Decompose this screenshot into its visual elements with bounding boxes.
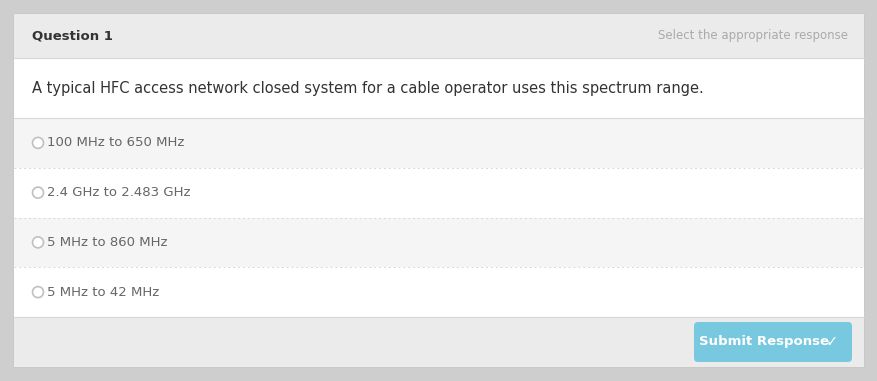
Text: A typical HFC access network closed system for a cable operator uses this spectr: A typical HFC access network closed syst… [32, 80, 703, 96]
FancyBboxPatch shape [14, 14, 863, 367]
Circle shape [32, 187, 44, 198]
FancyBboxPatch shape [14, 14, 863, 58]
FancyBboxPatch shape [14, 267, 863, 317]
Text: 5 MHz to 860 MHz: 5 MHz to 860 MHz [47, 236, 168, 249]
FancyBboxPatch shape [14, 118, 863, 168]
Text: 100 MHz to 650 MHz: 100 MHz to 650 MHz [47, 136, 185, 149]
Text: 5 MHz to 42 MHz: 5 MHz to 42 MHz [47, 286, 160, 299]
FancyBboxPatch shape [14, 58, 863, 118]
Circle shape [32, 237, 44, 248]
FancyBboxPatch shape [14, 218, 863, 267]
FancyBboxPatch shape [693, 322, 851, 362]
Text: Submit Response: Submit Response [698, 336, 828, 349]
FancyBboxPatch shape [14, 317, 863, 367]
Text: Select the appropriate response: Select the appropriate response [657, 29, 847, 43]
Text: 2.4 GHz to 2.483 GHz: 2.4 GHz to 2.483 GHz [47, 186, 191, 199]
FancyBboxPatch shape [14, 168, 863, 218]
Text: Question 1: Question 1 [32, 29, 113, 43]
Circle shape [32, 287, 44, 298]
Circle shape [32, 138, 44, 148]
Text: ✓: ✓ [825, 335, 838, 349]
